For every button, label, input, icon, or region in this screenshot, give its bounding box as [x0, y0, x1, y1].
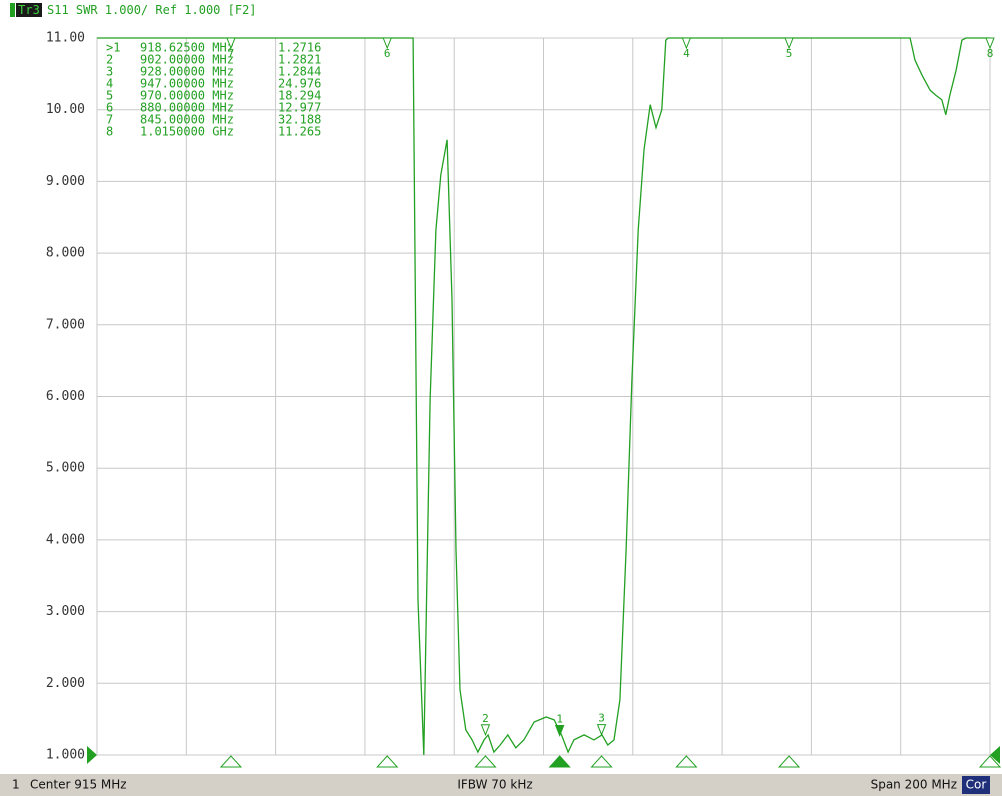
- y-tick-label: 5.000: [46, 461, 85, 476]
- trace-label[interactable]: Tr3: [18, 3, 40, 17]
- marker-table-label: 4: [106, 77, 113, 91]
- marker-id: 4: [683, 47, 690, 60]
- marker-table-value: 24.976: [278, 77, 321, 91]
- marker-table-stimulus: 970.00000 MHz: [140, 89, 234, 103]
- marker-table-label: 7: [106, 113, 113, 127]
- marker: [226, 37, 236, 50]
- span[interactable]: Span 200 MHz: [871, 778, 957, 792]
- y-tick-label: 2.000: [46, 676, 85, 691]
- marker-id: 1: [556, 713, 563, 726]
- marker-id: 3: [598, 712, 605, 725]
- trace-line: [97, 37, 990, 756]
- marker-table-value: 12.977: [278, 101, 321, 115]
- stimulus-marker: [675, 755, 698, 768]
- marker-table-value: 1.2844: [278, 65, 321, 79]
- marker-id: 2: [482, 712, 489, 725]
- marker-table-label: 8: [106, 125, 113, 139]
- y-tick-label: 10.00: [46, 102, 85, 117]
- marker-table-stimulus: 928.00000 MHz: [140, 65, 234, 79]
- stimulus-marker: [548, 755, 571, 768]
- marker-table-value: 1.2716: [278, 41, 321, 55]
- ifbw[interactable]: IFBW 70 kHz: [457, 778, 532, 792]
- marker: [985, 37, 995, 50]
- marker: [784, 37, 794, 50]
- marker-table-stimulus: 947.00000 MHz: [140, 77, 234, 91]
- center[interactable]: Center 915 MHz: [30, 778, 127, 792]
- y-tick-label: 9.000: [46, 174, 85, 189]
- marker: [681, 37, 692, 50]
- marker-table-label: >1: [106, 41, 120, 55]
- y-tick-label: 11.00: [46, 31, 85, 46]
- stimulus-marker: [474, 755, 497, 768]
- marker-table-label: 2: [106, 53, 113, 67]
- marker: [554, 725, 565, 737]
- marker-table-stimulus: 880.00000 MHz: [140, 101, 234, 115]
- y-tick-label: 8.000: [46, 246, 85, 261]
- cor[interactable]: Cor: [966, 778, 987, 792]
- y-tick-label: 3.000: [46, 604, 85, 619]
- marker: [382, 37, 392, 50]
- stimulus-marker: [777, 755, 801, 768]
- marker-table-value: 11.265: [278, 125, 321, 139]
- channel: 1: [12, 778, 20, 792]
- marker-table-label: 3: [106, 65, 113, 79]
- stimulus-marker: [219, 755, 243, 768]
- marker-table-value: 18.294: [278, 89, 321, 103]
- marker: [596, 724, 607, 736]
- y-tick-label: 7.000: [46, 317, 85, 332]
- marker-table-stimulus: 902.00000 MHz: [140, 53, 234, 67]
- trace-badge[interactable]: [16, 3, 42, 17]
- ref-arrow: [990, 746, 1000, 764]
- stimulus-marker: [978, 755, 1002, 768]
- y-tick-label: 4.000: [46, 532, 85, 547]
- marker-id: 5: [786, 47, 793, 60]
- stimulus-marker: [376, 755, 399, 768]
- marker-id: 8: [987, 47, 994, 60]
- marker-table-stimulus: 845.00000 MHz: [140, 113, 234, 127]
- status-bar: [0, 774, 1002, 796]
- marker-table-label: 6: [106, 101, 113, 115]
- marker-table-label: 5: [106, 89, 113, 103]
- marker-table-value: 32.188: [278, 113, 321, 127]
- y-tick-label: 1.000: [46, 748, 85, 763]
- trace-title: S11 SWR 1.000/ Ref 1.000 [F2]: [47, 3, 257, 17]
- stimulus-marker: [590, 755, 613, 768]
- ref-arrow: [87, 746, 97, 764]
- marker-id: 6: [384, 47, 391, 60]
- cor-badge[interactable]: [962, 776, 990, 794]
- y-tick-label: 6.000: [46, 389, 85, 404]
- marker-table-value: 1.2821: [278, 53, 321, 67]
- marker-id: 7: [228, 47, 235, 60]
- marker: [480, 724, 491, 737]
- trace-indicator: [10, 3, 15, 17]
- marker-table-stimulus: 918.62500 MHz: [140, 41, 234, 55]
- marker-table-stimulus: 1.0150000 GHz: [140, 125, 234, 139]
